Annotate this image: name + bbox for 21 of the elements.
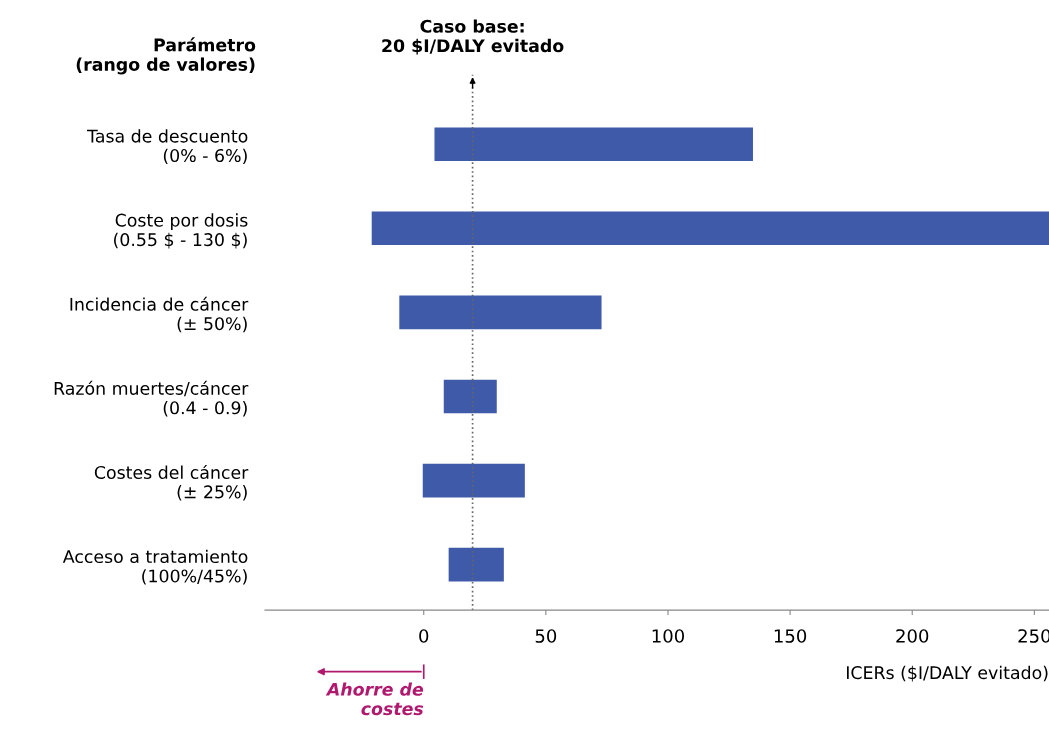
x-tick-label: 0 — [419, 629, 429, 643]
bar — [399, 295, 602, 330]
ref-line-label: Caso base: 20 $I/DALY evitado — [382, 19, 564, 55]
y-tick-label: Acceso a tratamiento (100%/45%) — [62, 549, 248, 585]
text: Ahorre de costes — [325, 682, 424, 716]
bar — [371, 211, 1049, 246]
bar — [434, 127, 753, 162]
y-tick-label: Costes del cáncer (± 25%) — [94, 464, 249, 501]
y-tick-label: Incidencia de cáncer (± 50%) — [70, 296, 249, 333]
bar — [422, 463, 525, 498]
bar — [448, 547, 504, 582]
y-tick-label: Razón muertes/cáncer (0.4 - 0.9) — [54, 380, 249, 417]
text: Parámetro (rango de valores) — [76, 37, 256, 75]
x-tick-label: 100 — [652, 629, 685, 643]
bar — [443, 379, 497, 414]
x-tick-label: 150 — [774, 629, 807, 643]
x-tick-label: 200 — [896, 629, 929, 643]
y-tick-label: Coste por dosis (0.55 $ - 130 $) — [114, 213, 248, 249]
x-tick-label: 50 — [535, 629, 557, 643]
x-axis-title: ICERs ($I/DALY evitado) — [847, 665, 1048, 682]
y-tick-label: Tasa de descuento (0% - 6%) — [87, 129, 248, 165]
